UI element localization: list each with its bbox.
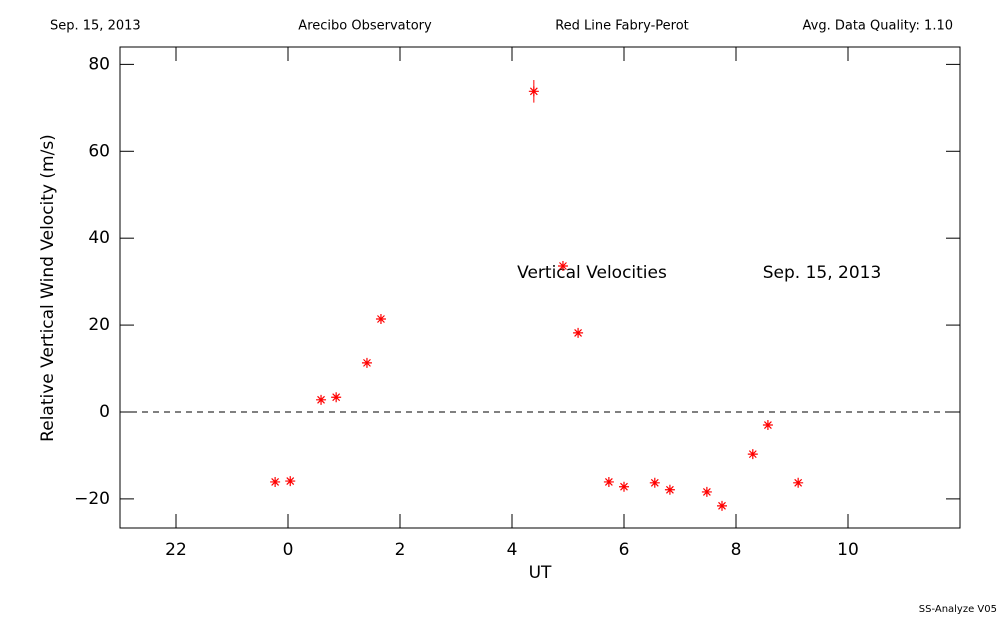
y-tick-label: 40 — [88, 228, 110, 248]
marker — [375, 314, 386, 325]
marker — [528, 86, 539, 97]
x-tick-label: 10 — [837, 540, 859, 560]
marker — [649, 477, 660, 488]
marker — [717, 500, 727, 511]
marker — [557, 260, 568, 271]
marker — [270, 476, 281, 487]
x-tick-label: 8 — [731, 540, 742, 560]
marker — [361, 357, 372, 368]
annotation: Vertical Velocities — [517, 263, 667, 283]
y-tick-label: −20 — [74, 489, 110, 509]
y-tick-label: 60 — [88, 141, 110, 161]
marker — [603, 476, 614, 487]
marker — [331, 392, 342, 403]
marker — [762, 420, 773, 431]
marker — [793, 477, 804, 488]
marker — [573, 327, 584, 338]
plot-frame — [119, 46, 961, 529]
y-tick-label: 80 — [88, 54, 110, 74]
marker — [747, 449, 758, 460]
x-axis-label: UT — [529, 563, 552, 583]
marker — [316, 394, 327, 405]
x-tick-label: 6 — [619, 540, 630, 560]
header-date: Sep. 15, 2013 — [50, 19, 141, 34]
x-tick-label: 0 — [283, 540, 294, 560]
x-tick-label: 22 — [165, 540, 187, 560]
marker — [285, 476, 296, 487]
x-tick-label: 2 — [395, 540, 406, 560]
header-quality: Avg. Data Quality: 1.10 — [803, 19, 953, 34]
marker — [619, 481, 629, 492]
marker — [701, 486, 712, 497]
y-tick-label: 0 — [99, 402, 110, 422]
y-tick-label: 20 — [88, 315, 110, 335]
marker — [664, 484, 675, 495]
x-tick-label: 4 — [507, 540, 518, 560]
header-site: Arecibo Observatory — [298, 19, 432, 34]
annotation: Sep. 15, 2013 — [763, 263, 882, 283]
y-axis-label: Relative Vertical Wind Velocity (m/s) — [38, 134, 58, 442]
header-instrument: Red Line Fabry-Perot — [555, 19, 689, 34]
footer: SS-Analyze V05 — [919, 604, 997, 615]
